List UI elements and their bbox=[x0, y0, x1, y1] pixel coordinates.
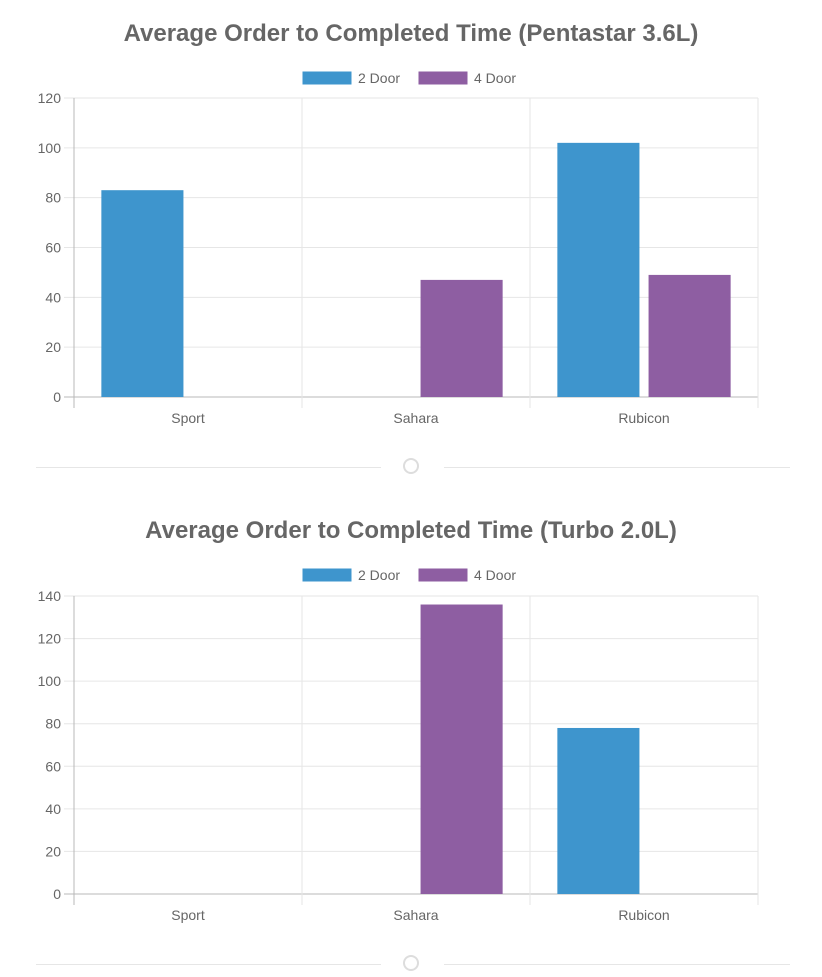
legend-item[interactable]: 4 Door bbox=[417, 70, 516, 86]
divider-line bbox=[444, 467, 790, 468]
y-tick-label: 60 bbox=[45, 240, 61, 256]
x-tick-label: Sahara bbox=[393, 907, 438, 923]
x-tick-label: Sport bbox=[171, 907, 205, 923]
section-divider bbox=[0, 953, 822, 977]
x-tick-label: Rubicon bbox=[618, 907, 669, 923]
y-tick-label: 40 bbox=[45, 289, 61, 305]
y-tick-label: 80 bbox=[45, 190, 61, 206]
divider-line bbox=[36, 964, 381, 965]
y-tick-label: 100 bbox=[38, 140, 62, 156]
legend-item[interactable]: 2 Door bbox=[301, 70, 400, 86]
y-tick-label: 0 bbox=[53, 389, 61, 405]
chart-plot-pentastar: 2 Door 4 Door 0 20 40 60 80 100 120 Sport Sahara Ru… bbox=[38, 70, 759, 426]
y-tick-label: 80 bbox=[45, 716, 61, 732]
legend-label: 4 Door bbox=[474, 567, 516, 583]
y-tick-label: 100 bbox=[38, 673, 62, 689]
y-tick-label: 140 bbox=[38, 588, 62, 604]
chart-title: Average Order to Completed Time (Turbo 2… bbox=[145, 517, 677, 544]
divider-circle-icon[interactable] bbox=[403, 955, 419, 971]
x-tick-label: Sahara bbox=[393, 410, 438, 426]
legend-item[interactable]: 2 Door bbox=[301, 567, 400, 583]
legend-swatch bbox=[301, 70, 353, 86]
legend-swatch bbox=[301, 567, 353, 583]
legend-item[interactable]: 4 Door bbox=[417, 567, 516, 583]
bar-2-door-rubicon[interactable] bbox=[557, 727, 640, 894]
y-tick-label: 40 bbox=[45, 801, 61, 817]
y-tick-label: 60 bbox=[45, 758, 61, 774]
legend-swatch bbox=[417, 70, 469, 86]
bar-4-door-sahara[interactable] bbox=[420, 604, 503, 894]
legend-label: 2 Door bbox=[358, 567, 400, 583]
chart-title: Average Order to Completed Time (Pentast… bbox=[123, 20, 699, 47]
x-tick-label: Rubicon bbox=[618, 410, 669, 426]
y-tick-label: 20 bbox=[45, 843, 61, 859]
section-divider bbox=[0, 456, 822, 480]
bar-4-door-rubicon[interactable] bbox=[648, 274, 731, 397]
y-tick-label: 20 bbox=[45, 339, 61, 355]
divider-line bbox=[444, 964, 790, 965]
bar-4-door-sahara[interactable] bbox=[420, 279, 503, 397]
chart-plot-turbo: 2 Door 4 Door 0 20 40 60 80 100 120 140 Sport Sahar… bbox=[38, 567, 759, 923]
divider-line bbox=[36, 467, 381, 468]
bar-2-door-rubicon[interactable] bbox=[557, 142, 640, 397]
y-tick-label: 120 bbox=[38, 90, 62, 106]
y-tick-label: 120 bbox=[38, 631, 62, 647]
legend-label: 2 Door bbox=[358, 70, 400, 86]
divider-circle-icon[interactable] bbox=[403, 458, 419, 474]
x-tick-label: Sport bbox=[171, 410, 205, 426]
y-tick-label: 0 bbox=[53, 886, 61, 902]
legend-label: 4 Door bbox=[474, 70, 516, 86]
bar-2-door-sport[interactable] bbox=[101, 190, 184, 397]
legend-swatch bbox=[417, 567, 469, 583]
